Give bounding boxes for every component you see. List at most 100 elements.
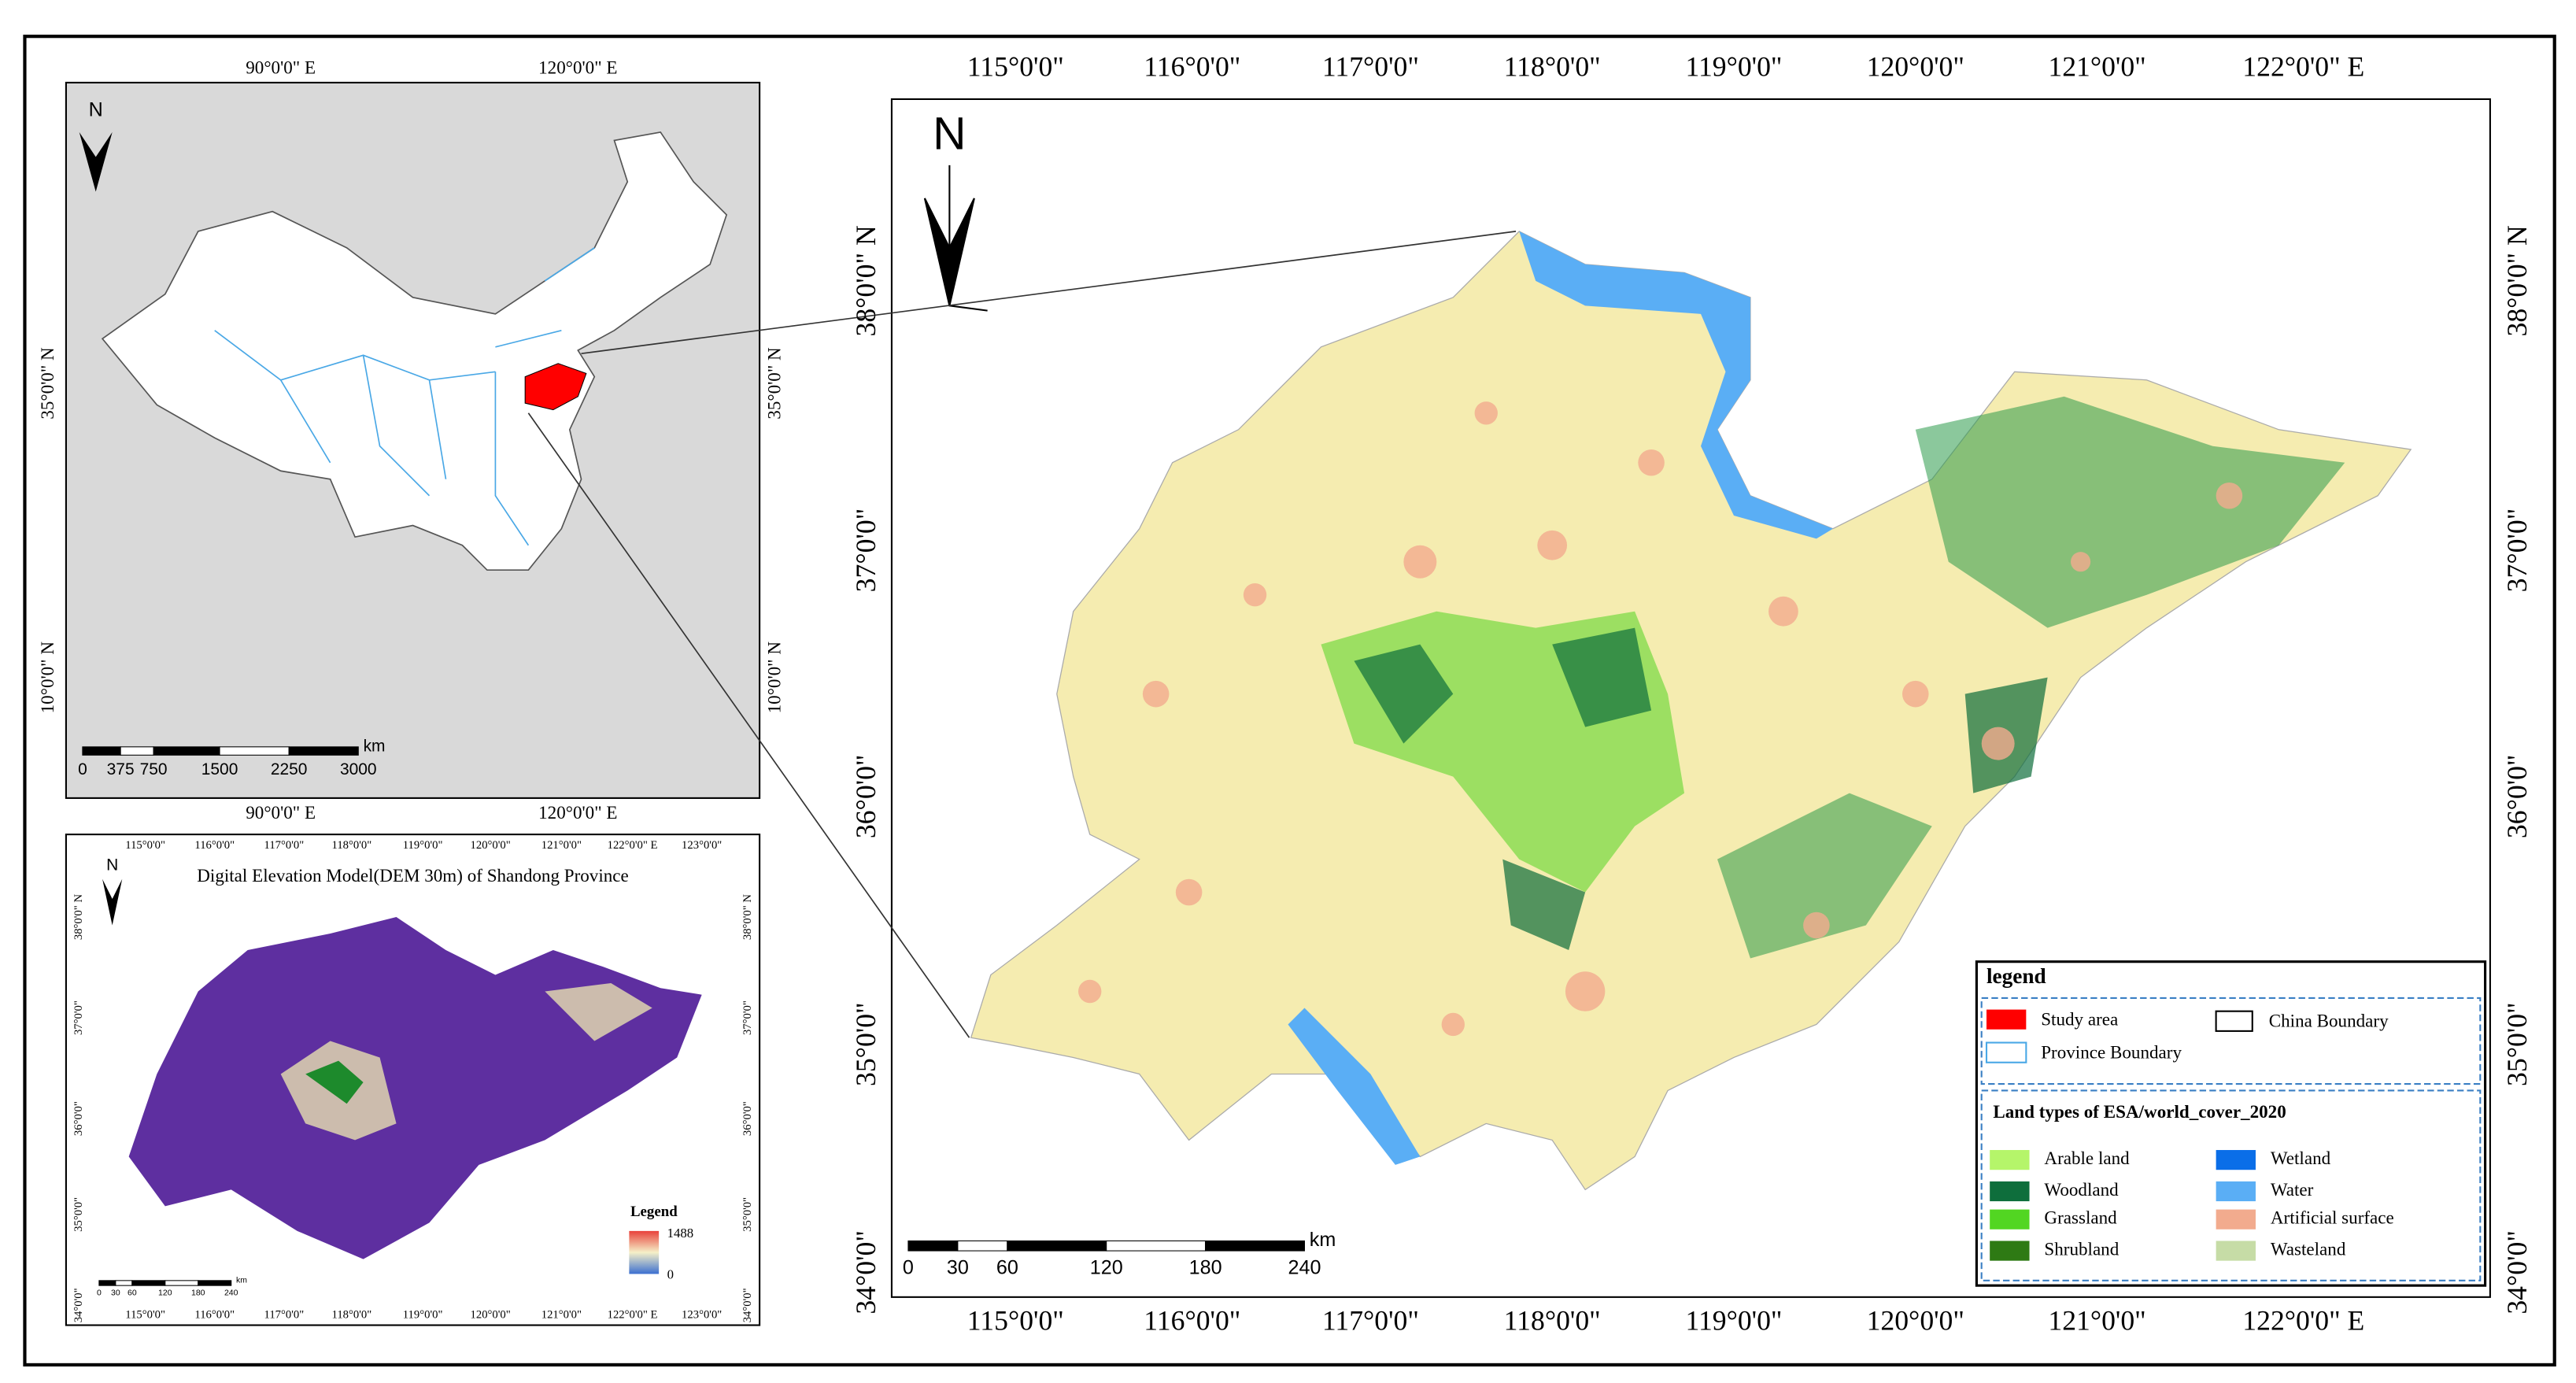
scale-label: 60 [996,1256,1018,1278]
scale-label: 180 [1189,1256,1222,1278]
scale-label: 3000 [340,760,377,778]
scale-segment [219,746,290,756]
legend-swatch [2215,1010,2253,1032]
coordinate-label: 123°0'0" [682,1308,722,1321]
coordinate-label: 116°0'0" [194,1308,235,1321]
coordinate-label: 118°0'0" [1504,50,1601,82]
scale-segment [957,1240,1008,1252]
scale-segment [164,1280,199,1286]
legend-label: Shrubland [2044,1238,2119,1259]
scale-bar: 0 30 60 120 180 240 km [97,1277,247,1298]
coordinate-label: 90°0'0" E [246,57,316,77]
study-area [524,363,587,411]
dem-peak [305,1060,364,1104]
lake-water [1288,1008,1421,1165]
coordinate-label: 38°0'0" N [2501,225,2533,336]
legend-label: Wasteland [2271,1238,2346,1259]
coordinate-label: 34°0'0" [850,1230,881,1315]
legend-swatch [2216,1209,2256,1230]
coordinate-label: 116°0'0" [1144,1305,1240,1337]
coordinate-label: 121°0'0" [541,839,582,852]
legend-swatch [2216,1150,2256,1170]
coordinate-label: 117°0'0" [1322,50,1419,82]
scale-label: 1500 [201,760,238,778]
coordinate-label: 34°0'0" [741,1288,754,1322]
connector-line [527,412,970,1038]
central-woodland [1354,627,1652,951]
legend-label: Woodland [2044,1179,2119,1200]
coordinate-label: 115°0'0" [967,1305,1064,1337]
legend-label: Artificial surface [2271,1207,2394,1227]
coordinate-label: 37°0'0" [72,1000,85,1035]
coordinate-label: 122°0'0" E [608,1308,658,1321]
coordinate-label: 118°0'0" [1504,1305,1601,1337]
scale-label: 30 [947,1256,969,1278]
coordinate-label: 35°0'0" [850,1002,881,1086]
legend-group [1980,997,2482,1085]
coordinate-label: 120°0'0" [1867,1305,1964,1337]
china-outline [101,131,728,571]
scale-segment [1007,1240,1107,1252]
legend-title: legend [1987,964,2046,988]
scale-label: 240 [224,1289,238,1297]
legend-label: Water [2271,1179,2314,1200]
scale-label: 0 [78,760,87,778]
coordinate-label: 10°0'0" N [763,642,784,714]
coordinate-label: 37°0'0" [741,1000,754,1035]
scale-label: 375 [107,760,135,778]
legend-label: Wetland [2271,1148,2331,1168]
scale-segment [131,1280,166,1286]
north-label: N [933,109,966,160]
legend-label: Province Boundary [2041,1042,2182,1063]
connector-line [581,231,1517,355]
legend-label: Arable land [2044,1148,2130,1168]
dem-legend-title: Legend [630,1204,678,1220]
north-label: N [89,98,103,120]
coordinate-label: 90°0'0" E [246,802,316,823]
coordinate-label: 119°0'0" [403,839,443,852]
scale-label: 240 [1288,1256,1321,1278]
scale-unit: km [236,1277,247,1285]
coordinate-label: 115°0'0" [967,50,1064,82]
legend-swatch [1986,1009,2027,1030]
coordinate-label: 35°0'0" [2501,1002,2533,1086]
scale-label: 120 [158,1289,172,1297]
scale-bar: 0 375 750 1500 2250 3000 km [78,737,385,778]
coordinate-label: 117°0'0" [264,839,305,852]
scale-label: 2250 [271,760,308,778]
scale-segment [1205,1240,1306,1252]
legend-swatch [1990,1150,2030,1170]
north-label: N [106,856,118,875]
legend-swatch [1985,1041,2027,1063]
scale-label: 30 [111,1289,120,1297]
dem-gradient [629,1230,660,1274]
coordinate-label: 120°0'0" [471,839,511,852]
scale-segment [115,1280,133,1286]
legend-label: Grassland [2044,1207,2117,1227]
coordinate-label: 35°0'0" [741,1197,754,1232]
coordinate-label: 115°0'0" [125,1308,165,1321]
coordinate-label: 38°0'0" N [72,894,85,941]
coordinate-label: 38°0'0" N [741,894,754,941]
coordinate-label: 121°0'0" [2048,1305,2145,1337]
legend-label: China Boundary [2269,1011,2389,1031]
legend-label: Study area [2041,1009,2118,1030]
coordinate-label: 118°0'0" [332,839,372,852]
coordinate-label: 118°0'0" [332,1308,372,1321]
coordinate-label: 35°0'0" N [37,347,57,420]
coordinate-label: 38°0'0" N [850,225,881,336]
coordinate-label: 36°0'0" [72,1101,85,1136]
coordinate-label: 119°0'0" [1685,50,1782,82]
legend-classes: Arable land Woodland Grassland Shrubland Wet… [1990,1148,2394,1261]
coordinate-label: 34°0'0" [2501,1230,2533,1315]
coordinate-label: 34°0'0" [72,1288,85,1322]
dem-legend-min: 0 [667,1267,674,1281]
scale-label: 0 [903,1256,914,1278]
north-arrow [79,131,113,192]
coordinate-label: 120°0'0" [471,1308,511,1321]
coordinate-label: 36°0'0" [2501,755,2533,839]
scale-segment [98,1280,116,1286]
coordinate-label: 36°0'0" [741,1101,754,1136]
coordinate-label: 117°0'0" [1322,1305,1419,1337]
legend-swatch [1990,1209,2030,1230]
